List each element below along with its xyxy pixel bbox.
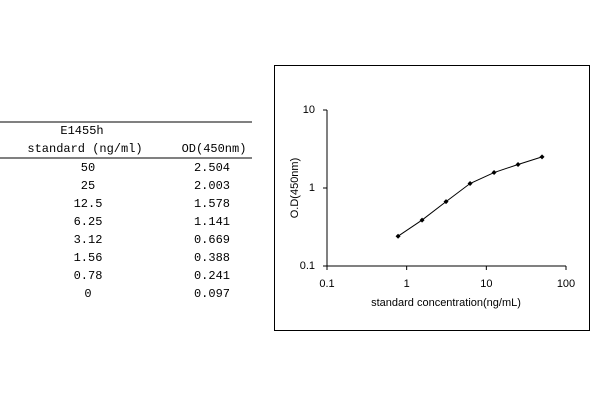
cell: 0.388 [194,251,230,265]
data-point [539,154,545,160]
data-point [419,217,425,223]
y-tick-label: 10 [303,104,315,116]
data-point [491,170,497,176]
cell: 0.097 [194,287,230,301]
cell: 12.5 [74,197,103,211]
cell: 0.241 [194,269,230,283]
cell: 0 [84,287,91,301]
x-tick-label: 100 [557,278,575,290]
data-point [443,199,449,205]
cell: 0.669 [194,233,230,247]
data-point [395,233,401,239]
data-point [467,181,473,187]
cell: 1.56 [74,251,103,265]
cell: 3.12 [74,233,103,247]
cell: 1.578 [194,197,230,211]
column-header: OD(450nm) [182,142,247,156]
column-header: standard (ng/ml) [27,142,142,156]
x-tick-label: 0.1 [319,278,334,290]
y-axis-label: O.D(450nm) [289,158,301,219]
series-line [397,156,543,237]
x-tick-label: 1 [404,278,410,290]
cell: 2.504 [194,161,230,175]
cell: 6.25 [74,215,103,229]
x-tick-label: 10 [480,278,492,290]
cell: 0.78 [74,269,103,283]
y-tick-label: 0.1 [300,260,315,272]
table-title: E1455h [60,124,103,138]
chart-frame [274,65,590,331]
cell: 25 [81,179,95,193]
x-axis-label: standard concentration(ng/mL) [371,297,521,309]
cell: 2.003 [194,179,230,193]
data-point [515,161,521,167]
cell: 50 [81,161,95,175]
cell: 1.141 [194,215,230,229]
y-tick-label: 1 [309,182,315,194]
